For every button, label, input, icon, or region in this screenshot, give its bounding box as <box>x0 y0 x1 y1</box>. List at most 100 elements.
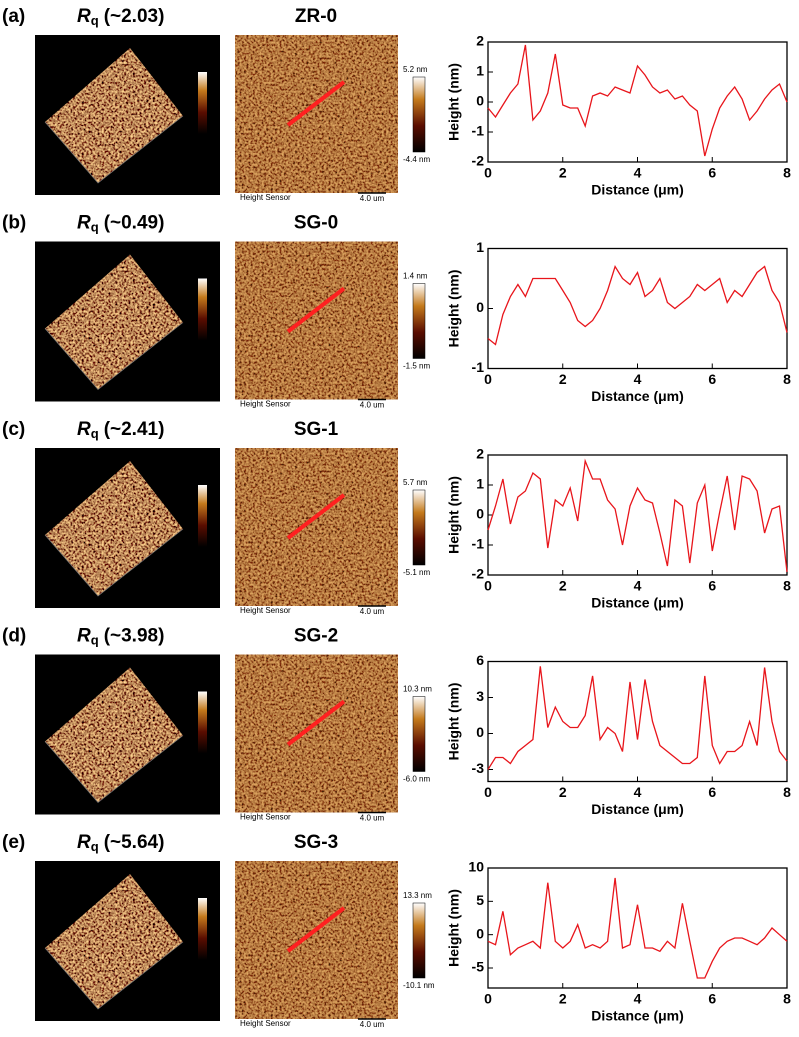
x-tick-label: 4 <box>634 165 642 181</box>
y-tick-label: 5 <box>476 892 484 908</box>
x-tick-label: 6 <box>708 165 716 181</box>
panel-label: (a) <box>2 6 25 27</box>
sample-name: SG-3 <box>294 832 338 853</box>
roughness: Rq (~2.03) <box>77 6 164 28</box>
plot-frame <box>487 41 788 163</box>
colorbar-max: 5.7 nm <box>403 478 428 487</box>
x-tick-label: 8 <box>783 578 791 594</box>
panel: (a) Rq (~2.03) ZR-0 Height Sensor 4.0 um 5.2 n… <box>2 6 430 203</box>
afm-3d-surface <box>45 667 183 803</box>
y-tick-label: 0 <box>476 925 484 941</box>
afm-3d-surface <box>45 254 183 390</box>
sample-name: ZR-0 <box>295 6 337 27</box>
y-tick-label: 0 <box>476 299 484 315</box>
x-axis-title: Distance (μm) <box>591 801 684 817</box>
afm-3d-surface <box>45 874 183 1009</box>
panel-label: (e) <box>2 832 25 853</box>
afm-3d-colorbar <box>198 72 207 134</box>
sensor-label: Height Sensor <box>240 1019 291 1028</box>
afm-2d-base <box>235 861 398 1019</box>
y-tick-label: 6 <box>476 652 484 668</box>
x-axis-title: Distance (μm) <box>591 595 684 611</box>
x-tick-label: 8 <box>783 784 791 800</box>
profile-line <box>286 286 346 334</box>
rq-value: (~3.98) <box>104 626 165 647</box>
profile-curve <box>487 44 788 157</box>
y-tick-label: 1 <box>476 239 484 255</box>
y-tick-label: 2 <box>476 446 484 462</box>
panel-label: (d) <box>2 626 26 647</box>
rq-value: (~2.03) <box>104 6 165 27</box>
afm-3d-surface <box>45 461 183 596</box>
colorbar-max: 5.2 nm <box>403 65 428 74</box>
colorbar-min: -6.0 nm <box>403 775 430 784</box>
rq-subscript: q <box>91 13 99 28</box>
x-tick-label: 6 <box>708 371 716 387</box>
rq-value: (~0.49) <box>104 213 165 234</box>
y-tick-label: -5 <box>472 959 485 975</box>
x-axis-title: Distance (μm) <box>591 182 684 198</box>
plot-frame <box>487 247 788 370</box>
colorbar <box>412 283 426 359</box>
y-tick-label: 10 <box>468 859 484 875</box>
rq-subscript: q <box>91 426 99 441</box>
panel: (c) Rq (~2.41) SG-1 Height Sensor 4.0 um 5.7 n… <box>2 419 430 616</box>
profile-curve <box>487 458 788 573</box>
rq-symbol: R <box>77 832 91 853</box>
x-tick-label: 8 <box>783 371 791 387</box>
x-tick-label: 2 <box>559 371 567 387</box>
y-tick-label: 3 <box>476 688 484 704</box>
profile-line <box>286 699 346 747</box>
afm-2d-base <box>235 35 398 193</box>
y-axis-title: Height (nm) <box>446 889 462 967</box>
afm-2d-base <box>235 448 398 606</box>
afm-3d-surface <box>45 48 183 183</box>
y-tick-label: 0 <box>476 93 484 109</box>
colorbar <box>412 489 426 566</box>
profile-chart: 0 2 4 6 8 -2 -1 0 1 2 Distance (μm) Height (nm) <box>446 446 791 611</box>
x-tick-label: 0 <box>484 371 492 387</box>
roughness: Rq (~0.49) <box>77 213 164 235</box>
colorbar <box>412 76 426 153</box>
x-tick-label: 8 <box>783 991 791 1007</box>
profile-chart: 0 2 4 6 8 -5 0 5 10 Distance (μm) Height (nm) <box>446 859 791 1024</box>
rq-subscript: q <box>91 839 99 854</box>
profile-chart: 0 2 4 6 8 -2 -1 0 1 2 Distance (μm) Height (nm) <box>446 33 791 198</box>
x-tick-label: 4 <box>634 578 642 594</box>
rq-value: (~2.41) <box>104 419 165 440</box>
x-tick-label: 6 <box>708 578 716 594</box>
afm-3d-colorbar <box>198 898 207 960</box>
colorbar-max: 1.4 nm <box>403 272 428 281</box>
y-tick-label: 2 <box>476 33 484 49</box>
x-tick-label: 0 <box>484 578 492 594</box>
colorbar-min: -5.1 nm <box>403 568 430 577</box>
afm-2d-base <box>235 241 398 400</box>
profile-curve <box>487 877 788 979</box>
afm-3d-axes <box>44 941 184 1010</box>
afm-3d-axes <box>44 735 184 803</box>
y-axis-title: Height (nm) <box>446 683 462 761</box>
afm-3d-colorbar <box>198 278 207 341</box>
sensor-label: Height Sensor <box>240 813 291 822</box>
rq-symbol: R <box>77 213 91 234</box>
profile-curve <box>487 666 788 770</box>
roughness: Rq (~2.41) <box>77 419 164 441</box>
y-tick-label: -1 <box>472 359 485 375</box>
colorbar-min: -4.4 nm <box>403 155 430 164</box>
roughness: Rq (~5.64) <box>77 832 164 854</box>
plot-frame <box>487 867 788 989</box>
x-tick-label: 0 <box>484 991 492 1007</box>
rq-subscript: q <box>91 220 99 235</box>
colorbar <box>412 902 426 979</box>
colorbar-max: 13.3 nm <box>403 891 432 900</box>
x-tick-label: 4 <box>634 784 642 800</box>
sample-name: SG-2 <box>294 626 338 647</box>
x-tick-label: 8 <box>783 165 791 181</box>
scale-label: 4.0 um <box>360 194 385 203</box>
rq-symbol: R <box>77 626 91 647</box>
x-tick-label: 4 <box>634 991 642 1007</box>
sample-name: SG-0 <box>294 213 338 234</box>
colorbar-max: 10.3 nm <box>403 685 432 694</box>
afm-2d-image <box>235 241 398 400</box>
y-tick-label: -2 <box>472 153 485 169</box>
